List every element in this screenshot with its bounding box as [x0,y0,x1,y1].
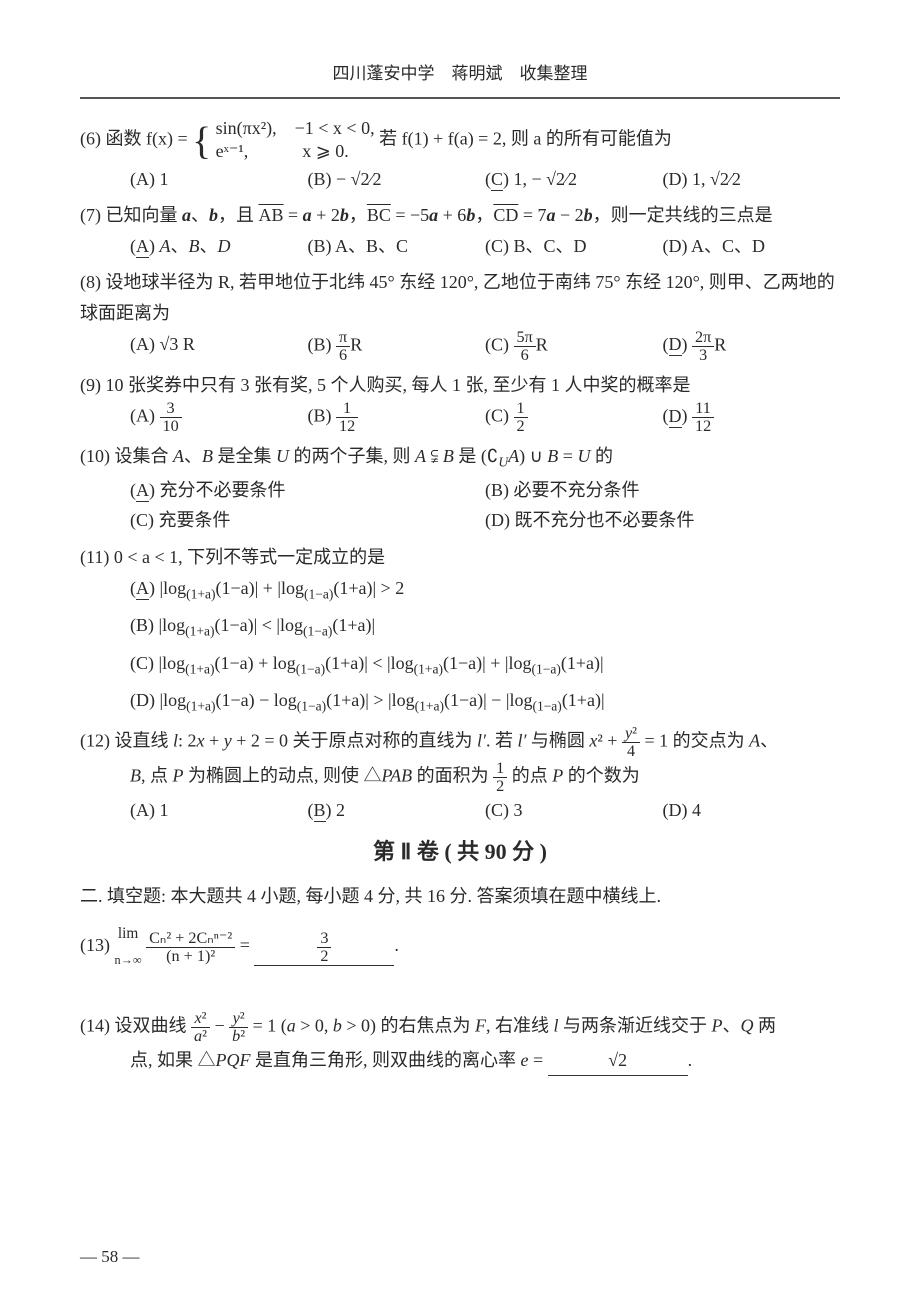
q11-opt-c: (C) |log(1+a)(1−a) + log(1−a)(1+a)| < |l… [130,648,840,682]
question-6: (6) 函数 f(x) = { sin(πx²), −1 < x < 0, eˣ… [80,117,840,194]
q6-post: 若 f(1) + f(a) = 2, 则 a 的所有可能值为 [379,128,672,148]
q12-opt-c: (C) 3 [485,795,663,826]
q13-blank: 32 [254,930,394,966]
q6-branch1: sin(πx²), −1 < x < 0, [216,117,375,140]
q13-num: (13) [80,935,110,955]
q10-opt-d: (D) 既不充分也不必要条件 [485,505,840,536]
q12-opt-a: (A) 1 [130,795,308,826]
q8-opt-c: (C) 5π6R [485,329,663,364]
q7-opt-a: (A) A、B、D [130,231,308,262]
q10-num: (10) [80,446,110,466]
q12-opt-b: (B) 2 [308,795,486,826]
q9-opt-a: (A) 310 [130,400,308,435]
q10-opt-a: (A) 充分不必要条件 [130,475,485,506]
q13-frac-num: Cₙ² + 2Cₙⁿ⁻² [146,930,235,948]
q13-eq: = [240,935,255,955]
q12-num: (12) [80,730,110,750]
q7-opt-d: (D) A、C、D [663,231,841,262]
q9-num: (9) [80,375,101,395]
q11-text: 0 < a < 1, 下列不等式一定成立的是 [114,547,385,567]
q9-opt-d: (D) 1112 [663,400,841,435]
question-13: (13) limn→∞ Cₙ² + 2Cₙⁿ⁻² (n + 1)² = 32. [80,921,840,973]
q12-line2: B, 点 P 为椭圆上的动点, 则使 △PAB 的面积为 12 的点 P 的个数… [130,760,840,795]
question-14: (14) 设双曲线 x²a² − y²b² = 1 (a > 0, b > 0)… [80,1010,840,1077]
question-12: (12) 设直线 l: 2x + y + 2 = 0 关于原点对称的直线为 l′… [80,725,840,826]
q11-opt-a: (A) |log(1+a)(1−a)| + |log(1−a)(1+a)| > … [130,573,840,607]
question-10: (10) 设集合 A、B 是全集 U 的两个子集, 则 A ⫋ B 是 (∁UA… [80,441,840,536]
q11-opt-d: (D) |log(1+a)(1−a) − log(1−a)(1+a)| > |l… [130,685,840,719]
q7-opt-c: (C) B、C、D [485,231,663,262]
q6-num: (6) [80,128,101,148]
question-8: (8) 设地球半径为 R, 若甲地位于北纬 45° 东经 120°, 乙地位于南… [80,267,840,363]
q8-text: 设地球半径为 R, 若甲地位于北纬 45° 东经 120°, 乙地位于南纬 75… [80,272,835,323]
header-divider [80,97,840,99]
q6-opt-c: (C) 1, − √2⁄2 [485,164,663,195]
q12-opt-d: (D) 4 [663,795,841,826]
q8-opt-a: (A) √3 R [130,329,308,364]
question-11: (11) 0 < a < 1, 下列不等式一定成立的是 (A) |log(1+a… [80,542,840,719]
question-9: (9) 10 张奖券中只有 3 张有奖, 5 个人购买, 每人 1 张, 至少有… [80,370,840,436]
q11-opt-b: (B) |log(1+a)(1−a)| < |log(1−a)(1+a)| [130,610,840,644]
q10-opt-c: (C) 充要条件 [130,505,485,536]
page: 四川蓬安中学 蒋明斌 收集整理 (6) 函数 f(x) = { sin(πx²)… [0,0,920,1302]
q8-opt-d: (D) 2π3R [663,329,841,364]
section-2-title: 第 Ⅱ 卷 ( 共 90 分 ) [80,833,840,870]
q14-num: (14) [80,1015,110,1035]
q14-blank: √2 [548,1045,688,1077]
q8-opt-b: (B) π6R [308,329,486,364]
q9-text: 10 张奖券中只有 3 张有奖, 5 个人购买, 每人 1 张, 至少有 1 人… [106,375,691,395]
q13-frac-den: (n + 1)² [146,948,235,965]
page-number: — 58 — [80,1243,140,1272]
fill-instructions: 二. 填空题: 本大题共 4 小题, 每小题 4 分, 共 16 分. 答案须填… [80,881,840,912]
q14-line2: 点, 如果 △PQF 是直角三角形, 则双曲线的离心率 e = √2. [130,1045,840,1077]
q6-branch2: eˣ⁻¹, x ⩾ 0. [216,140,375,163]
q11-num: (11) [80,547,109,567]
q6-opt-a: (A) 1 [130,164,308,195]
q6-opt-b: (B) − √2⁄2 [308,164,486,195]
page-header: 四川蓬安中学 蒋明斌 收集整理 [80,60,840,89]
q8-num: (8) [80,272,101,292]
q6-opt-d: (D) 1, √2⁄2 [663,164,841,195]
q10-opt-b: (B) 必要不充分条件 [485,475,840,506]
question-7: (7) 已知向量 a、b，且 AB = a + 2b，BC = −5a + 6b… [80,200,840,261]
q6-pre: 函数 f(x) = [106,128,193,148]
q9-opt-b: (B) 112 [308,400,486,435]
q9-opt-c: (C) 12 [485,400,663,435]
q13-lim-sub: n→∞ [115,953,142,967]
q7-opt-b: (B) A、B、C [308,231,486,262]
q7-num: (7) [80,205,101,225]
